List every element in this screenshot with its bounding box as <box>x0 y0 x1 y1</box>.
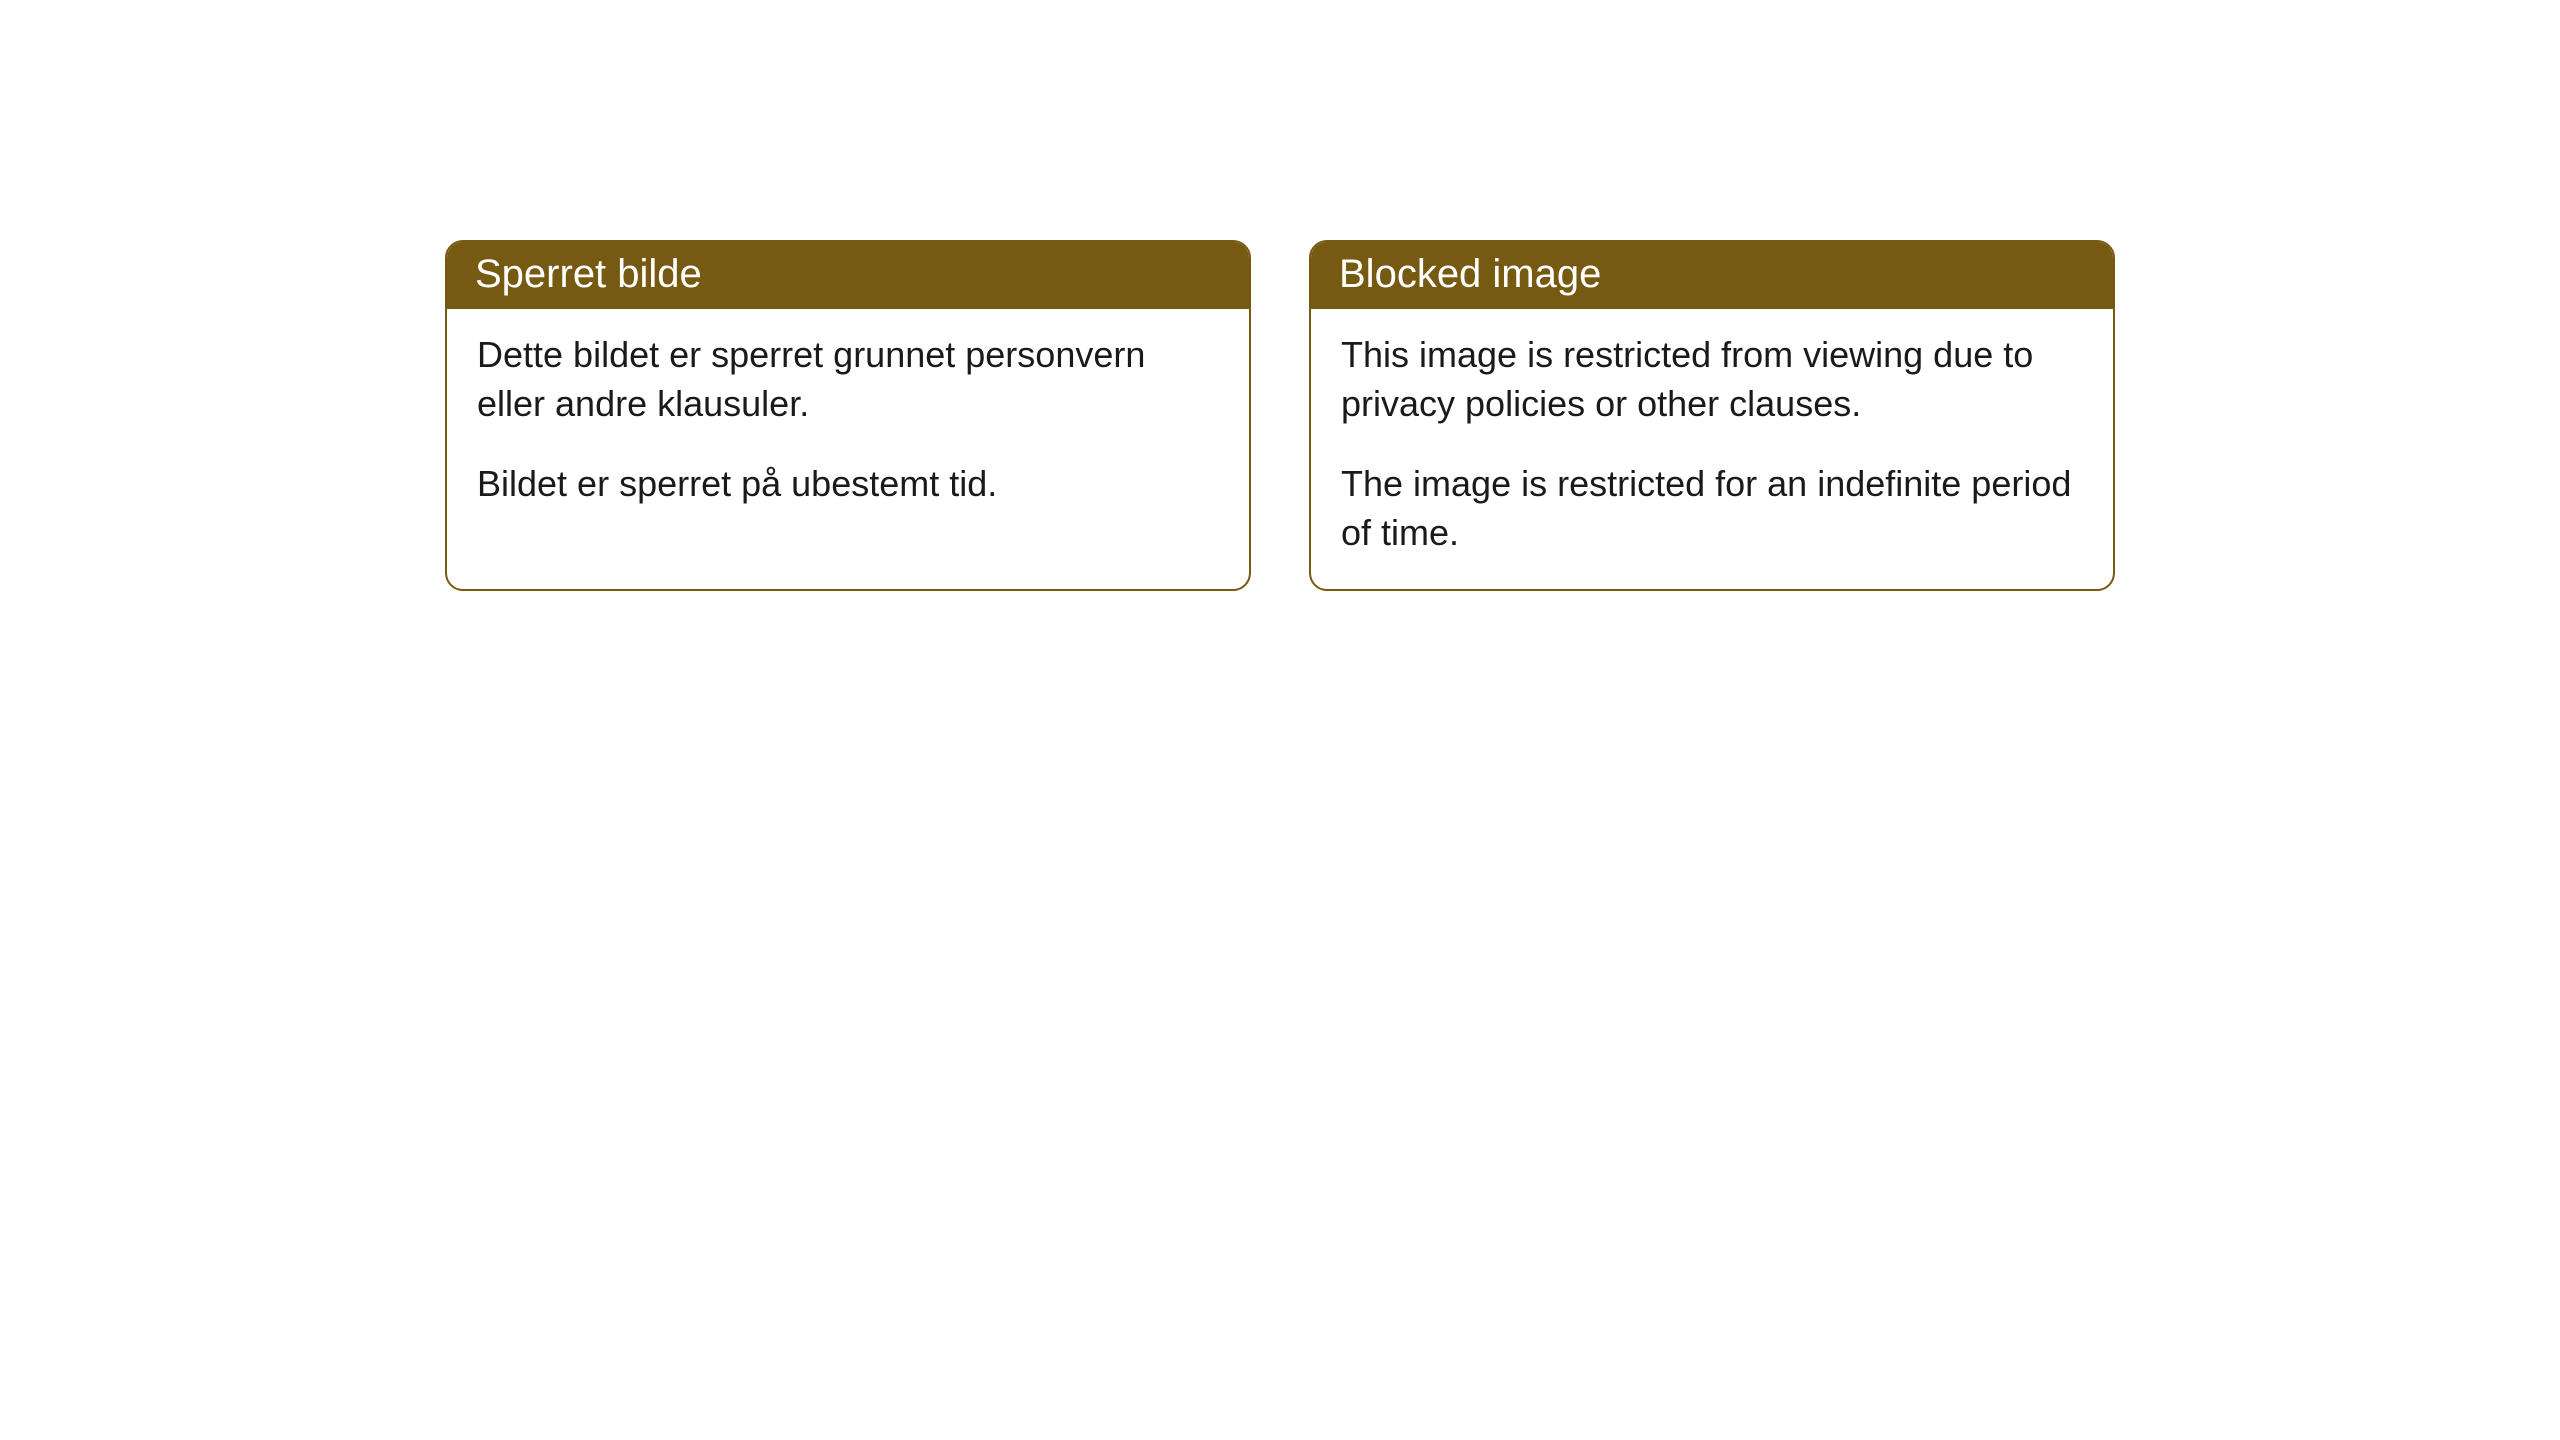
card-paragraph-2-norwegian: Bildet er sperret på ubestemt tid. <box>477 460 1219 509</box>
card-paragraph-1-english: This image is restricted from viewing du… <box>1341 331 2083 428</box>
card-body-english: This image is restricted from viewing du… <box>1311 309 2113 589</box>
card-header-english: Blocked image <box>1311 242 2113 309</box>
cards-container: Sperret bilde Dette bildet er sperret gr… <box>445 240 2560 591</box>
card-body-norwegian: Dette bildet er sperret grunnet personve… <box>447 309 1249 541</box>
card-norwegian: Sperret bilde Dette bildet er sperret gr… <box>445 240 1251 591</box>
card-paragraph-2-english: The image is restricted for an indefinit… <box>1341 460 2083 557</box>
card-header-norwegian: Sperret bilde <box>447 242 1249 309</box>
card-paragraph-1-norwegian: Dette bildet er sperret grunnet personve… <box>477 331 1219 428</box>
card-english: Blocked image This image is restricted f… <box>1309 240 2115 591</box>
